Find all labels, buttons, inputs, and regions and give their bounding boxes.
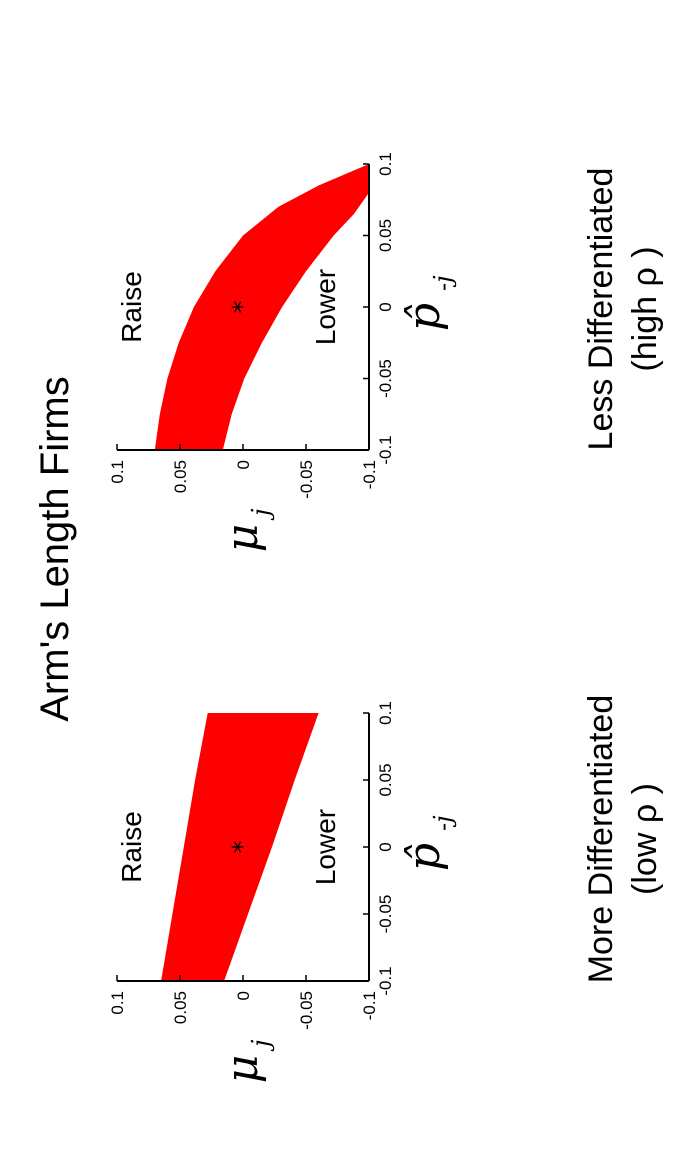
x-tick-label: -0.1 bbox=[376, 966, 395, 995]
x-tick-label: 0 bbox=[376, 842, 395, 851]
equilibrium-marker: * bbox=[228, 301, 258, 314]
x-axis-label: p̂ bbox=[399, 843, 450, 871]
region-label-raise: Raise bbox=[116, 271, 147, 343]
x-tick-label: 0.05 bbox=[376, 219, 395, 252]
x-tick-label: 0 bbox=[376, 302, 395, 311]
region-label-raise: Raise bbox=[116, 811, 147, 883]
y-tick-label: 0 bbox=[234, 460, 253, 469]
panel-less-differentiated: -0.1-0.1 -0.05 -0.05 0 0 0.05 0.05 0.1 0.1 * Raise… bbox=[108, 152, 457, 552]
x-axis-label: p̂ bbox=[399, 303, 450, 331]
y-axis-label-subscript: j bbox=[247, 508, 275, 521]
x-tick-label: 0.05 bbox=[376, 763, 395, 796]
region-label-lower: Lower bbox=[310, 809, 341, 885]
x-tick-label: 0.1 bbox=[376, 701, 395, 725]
y-axis-label-subscript: j bbox=[247, 1039, 275, 1052]
y-axis-label: μ bbox=[217, 524, 268, 553]
x-tick-label: -0.05 bbox=[376, 895, 395, 934]
y-tick-label: -0.1 bbox=[360, 460, 379, 489]
y-tick-label: -0.05 bbox=[297, 460, 316, 499]
x-axis-label-subscript: -j bbox=[429, 275, 457, 291]
x-tick-label: 0.1 bbox=[376, 152, 395, 176]
y-tick-label: 0.05 bbox=[171, 460, 190, 493]
region-label-lower: Lower bbox=[310, 269, 341, 345]
caption-less-differentiated-line2: (high ρ ) bbox=[626, 246, 664, 371]
caption-more-differentiated-line1: More Differentiated bbox=[582, 695, 620, 984]
x-axis-label-subscript: -j bbox=[429, 815, 457, 831]
feasible-band bbox=[154, 164, 369, 450]
equilibrium-marker: * bbox=[228, 841, 258, 854]
caption-less-differentiated-line1: Less Differentiated bbox=[582, 168, 620, 451]
y-tick-label: -0.1 bbox=[360, 991, 379, 1020]
x-tick-label: -0.05 bbox=[376, 359, 395, 398]
y-tick-label: 0 bbox=[234, 991, 253, 1000]
y-axis-label: μ bbox=[217, 1055, 268, 1084]
y-tick-label: -0.05 bbox=[297, 991, 316, 1030]
y-tick-label: 0.05 bbox=[171, 991, 190, 1024]
caption-more-differentiated-line2: (low ρ ) bbox=[626, 783, 664, 895]
figure-title: Arm's Length Firms bbox=[33, 376, 77, 722]
feasible-band bbox=[161, 713, 319, 981]
y-tick-label: 0.1 bbox=[108, 460, 127, 484]
panel-more-differentiated: -0.1-0.1 -0.05 -0.05 0 0 0.05 0.05 0.1 0.1 * Raise… bbox=[108, 701, 457, 1083]
x-tick-label: -0.1 bbox=[376, 435, 395, 464]
y-tick-label: 0.1 bbox=[108, 991, 127, 1015]
